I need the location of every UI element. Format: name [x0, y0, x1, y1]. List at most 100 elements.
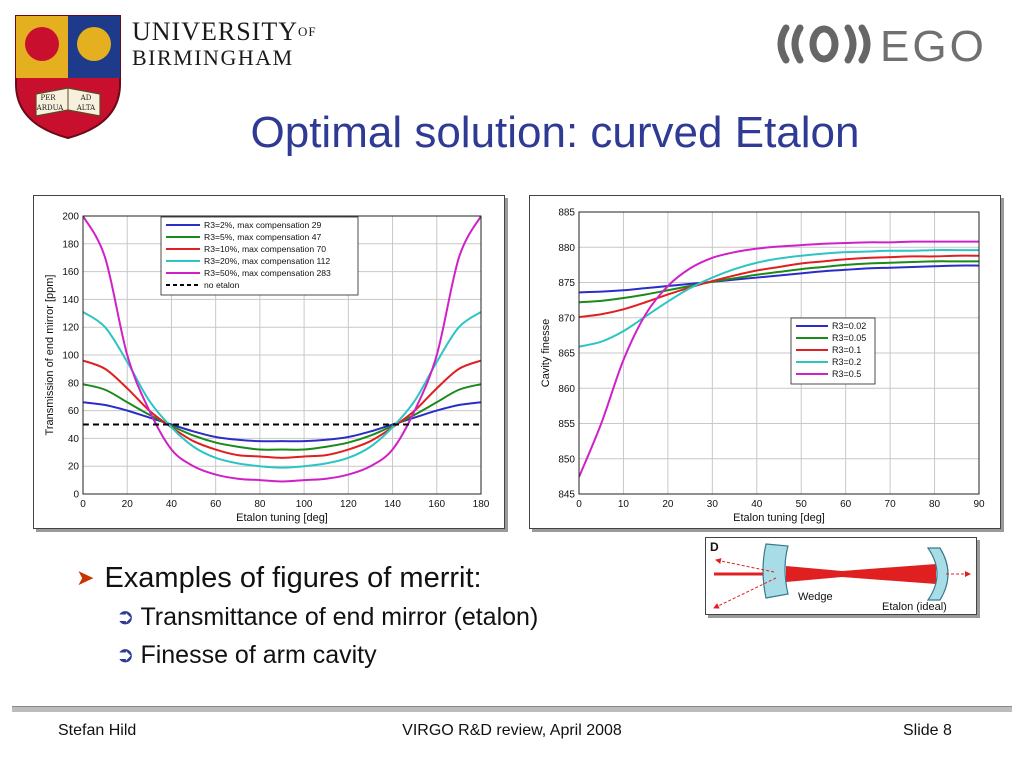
- x-axis-label: Etalon tuning [deg]: [733, 512, 825, 524]
- x-axis-label: Etalon tuning [deg]: [236, 512, 328, 524]
- plot-frame: [578, 211, 980, 495]
- etalon-label: Etalon (ideal): [882, 601, 947, 613]
- arrow-bullet-icon: ➤: [76, 565, 95, 590]
- y-tick-label: 855: [558, 419, 575, 430]
- y-tick-label: 180: [62, 239, 79, 250]
- legend-entry: R3=0.05: [832, 333, 866, 343]
- legend-entry: R3=0.2: [832, 357, 861, 367]
- bullet-list: ➤ Examples of figures of merrit: ➲ Trans…: [76, 558, 538, 674]
- x-tick-label: 60: [840, 499, 852, 510]
- crest-motto-alta: ALTA: [76, 104, 96, 112]
- y-axis-label: Transmission of end mirror [ppm]: [44, 275, 56, 436]
- y-tick-label: 885: [558, 208, 575, 219]
- crest-motto-per: PER: [40, 94, 56, 102]
- x-tick-label: 90: [973, 499, 985, 510]
- x-tick-label: 20: [122, 499, 134, 510]
- etalon-diagram-panel: D Wedge Etalon (ideal): [705, 537, 977, 615]
- circled-arrow-icon: ➲: [116, 604, 135, 629]
- legend-entry: R3=10%, max compensation 70: [204, 244, 326, 254]
- y-tick-label: 880: [558, 243, 575, 254]
- footer-divider: [12, 706, 1012, 712]
- x-tick-label: 40: [166, 499, 178, 510]
- y-tick-label: 160: [62, 267, 79, 278]
- y-tick-label: 860: [558, 384, 575, 395]
- legend-entry: R3=5%, max compensation 47: [204, 232, 321, 242]
- etalon-mirror-icon: [926, 547, 949, 601]
- series-line-4: [579, 249, 979, 348]
- university-wordmark: UNIVERSITYOF BIRMINGHAM: [132, 18, 317, 70]
- slide-title: Optimal solution: curved Etalon: [250, 108, 860, 157]
- university-of: OF: [298, 24, 317, 39]
- y-tick-label: 80: [68, 378, 80, 389]
- ego-logo-text: EGO: [880, 22, 987, 71]
- series-line-5: [83, 216, 481, 483]
- y-tick-label: 870: [558, 313, 575, 324]
- y-axis-label: Cavity finesse: [540, 319, 552, 387]
- x-tick-label: 0: [576, 499, 582, 510]
- y-tick-label: 850: [558, 454, 575, 465]
- y-tick-label: 140: [62, 295, 79, 306]
- university-crest: PER AD ARDUA ALTA: [15, 15, 121, 140]
- finesse-chart: 0 10 20 30 40 50 60 70 80 90 845 850 855 860 865 870 875…: [540, 208, 985, 525]
- transmission-chart: 0 20 40 60 80 100 120 140 160 180 0 20 40 60 80 100 120 1…: [44, 212, 490, 525]
- series-line-2: [83, 383, 481, 451]
- series-line-5: [579, 240, 979, 478]
- y-tick-label: 60: [68, 406, 80, 417]
- series-line-1: [579, 264, 979, 294]
- legend-entry: R3=0.1: [832, 345, 861, 355]
- x-tick-label: 10: [618, 499, 630, 510]
- crest-motto-ardua: ARDUA: [36, 104, 65, 112]
- x-tick-label: 30: [707, 499, 719, 510]
- y-tick-label: 100: [62, 351, 79, 362]
- y-tick-label: 865: [558, 349, 575, 360]
- ego-logo-icon: [777, 24, 871, 64]
- y-tick-label: 40: [68, 434, 80, 445]
- bullet-sub-2-text: Finesse of arm cavity: [140, 640, 377, 669]
- y-tick-label: 20: [68, 462, 80, 473]
- transmission-chart-panel: 0 20 40 60 80 100 120 140 160 180 0 20 40 60 80 100 120 1…: [33, 195, 505, 529]
- diagram-corner-label: D: [710, 540, 719, 554]
- x-tick-label: 20: [662, 499, 674, 510]
- x-tick-label: 80: [929, 499, 941, 510]
- x-tick-label: 50: [796, 499, 808, 510]
- x-tick-label: 80: [254, 499, 266, 510]
- y-tick-label: 875: [558, 278, 575, 289]
- university-line-1: UNIVERSITY: [132, 17, 298, 46]
- etalon-diagram: D Wedge Etalon (ideal): [710, 540, 971, 613]
- circled-arrow-icon: ➲: [116, 642, 135, 667]
- x-tick-label: 140: [384, 499, 401, 510]
- y-tick-label: 120: [62, 323, 79, 334]
- footer-event: VIRGO R&D review, April 2008: [402, 722, 622, 739]
- university-line-2: BIRMINGHAM: [132, 45, 294, 70]
- legend-entry: R3=0.5: [832, 369, 861, 379]
- x-tick-label: 100: [296, 499, 313, 510]
- legend-box: [160, 216, 359, 296]
- bullet-sub-1-text: Transmittance of end mirror (etalon): [140, 602, 539, 631]
- bullet-main-text: Examples of figures of merrit:: [104, 561, 482, 594]
- x-tick-label: 70: [885, 499, 897, 510]
- x-tick-label: 180: [473, 499, 490, 510]
- footer-slide-number: Slide 8: [903, 722, 952, 739]
- y-tick-label: 845: [558, 490, 575, 501]
- y-tick-label: 0: [73, 490, 79, 501]
- legend-entry: R3=20%, max compensation 112: [204, 256, 330, 266]
- bullet-main: ➤ Examples of figures of merrit:: [76, 558, 538, 598]
- legend-entry: R3=0.02: [832, 321, 866, 331]
- plot-frame: [82, 215, 482, 495]
- x-tick-label: 120: [340, 499, 357, 510]
- crest-motto-ad: AD: [80, 94, 92, 102]
- series-line-3: [579, 254, 979, 319]
- legend-entry: no etalon: [204, 280, 240, 290]
- series-line-4: [83, 311, 481, 469]
- series-line-1: [83, 401, 481, 443]
- cavity-beam: [786, 564, 936, 584]
- bullet-sub-1: ➲ Transmittance of end mirror (etalon): [116, 598, 538, 636]
- legend-entry: R3=2%, max compensation 29: [204, 220, 321, 230]
- x-tick-label: 160: [428, 499, 445, 510]
- x-tick-label: 40: [751, 499, 763, 510]
- series-line-2: [579, 260, 979, 304]
- wedge-label: Wedge: [798, 591, 833, 603]
- finesse-chart-panel: 0 10 20 30 40 50 60 70 80 90 845 850 855 860 865 870 875…: [529, 195, 1001, 529]
- bullet-sub-2: ➲ Finesse of arm cavity: [116, 636, 538, 674]
- wedge-mirror-icon: [762, 543, 789, 599]
